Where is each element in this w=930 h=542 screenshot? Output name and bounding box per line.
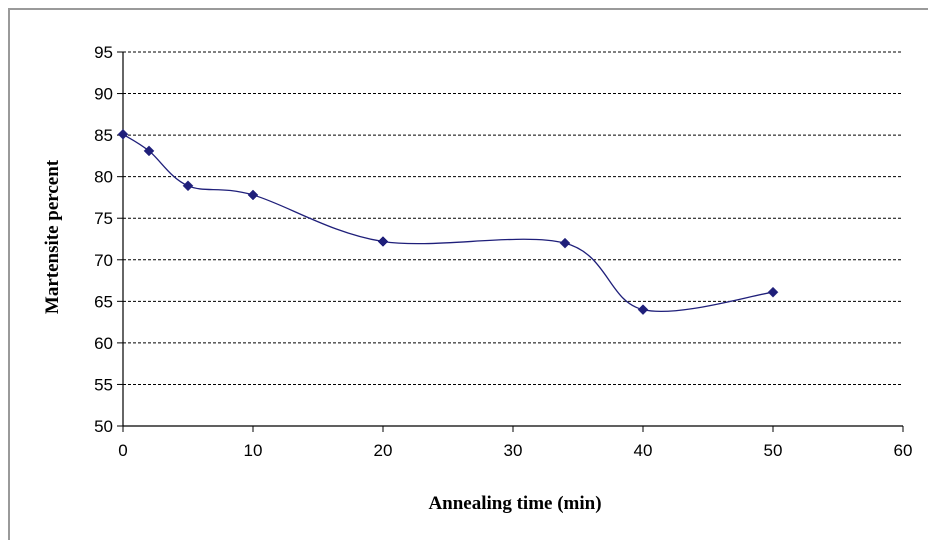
y-tick-labels: 50 55 60 65 70 75 80 85 90 95	[94, 43, 113, 436]
x-tick-labels: 0 10 20 30 40 50 60	[118, 441, 912, 460]
x-tick-label: 0	[118, 441, 127, 460]
data-point	[117, 128, 129, 140]
x-tick-label: 10	[244, 441, 263, 460]
y-tick-label: 50	[94, 417, 113, 436]
data-point	[143, 145, 155, 157]
x-tick-label: 60	[894, 441, 913, 460]
data-point	[559, 237, 571, 249]
x-tick-label: 30	[504, 441, 523, 460]
x-tick-label: 50	[764, 441, 783, 460]
data-point	[767, 286, 779, 298]
data-point	[377, 236, 389, 247]
y-axis-title: Martensite percent	[42, 159, 63, 314]
y-tick-label: 90	[94, 85, 113, 104]
y-tick-label: 65	[94, 292, 113, 311]
axes	[117, 51, 904, 432]
y-tick-label: 85	[94, 126, 113, 145]
data-point	[247, 189, 259, 201]
data-point	[182, 180, 194, 192]
grid-lines	[123, 51, 903, 385]
y-tick-label: 60	[94, 334, 113, 353]
x-tick-label: 20	[374, 441, 393, 460]
series-line	[122, 133, 774, 313]
y-tick-label: 75	[94, 209, 113, 228]
x-axis-title: Annealing time (min)	[428, 493, 601, 514]
y-tick-label: 70	[94, 251, 113, 270]
x-tick-label: 40	[634, 441, 653, 460]
y-tick-label: 80	[94, 168, 113, 187]
y-tick-label: 95	[94, 43, 113, 62]
data-markers	[117, 128, 779, 315]
y-tick-label: 55	[94, 375, 113, 394]
data-point	[637, 304, 649, 315]
chart-frame	[8, 8, 928, 540]
